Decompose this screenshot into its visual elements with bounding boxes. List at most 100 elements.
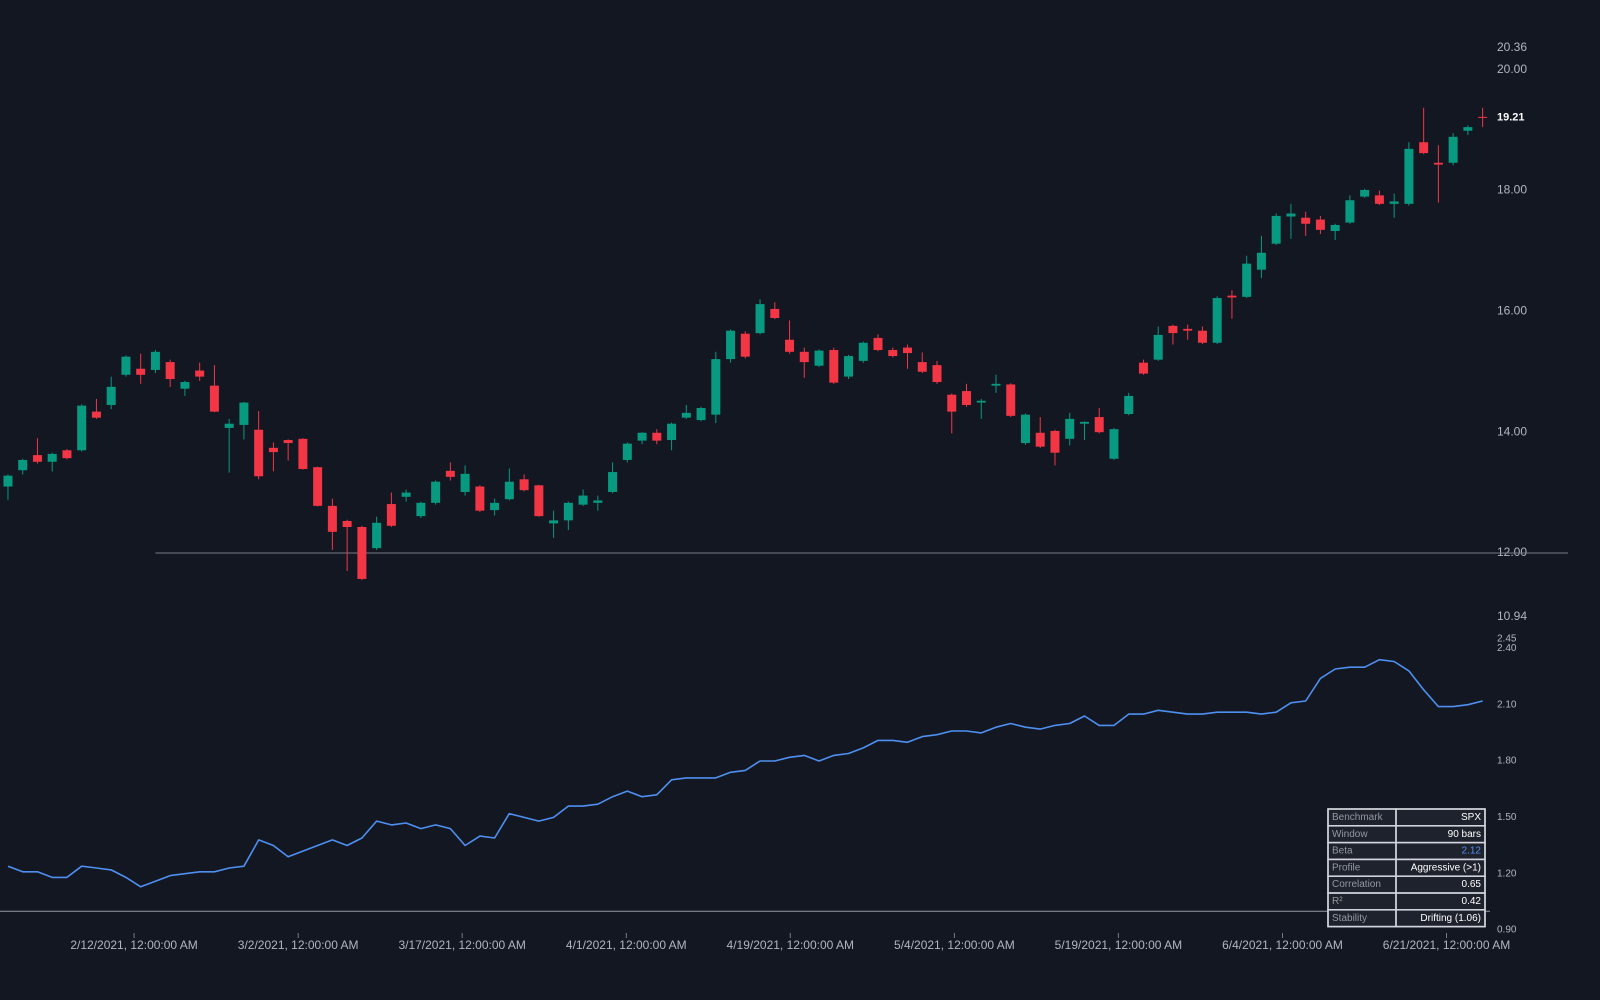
candle-body bbox=[770, 308, 780, 319]
candle-body bbox=[209, 385, 219, 412]
candle-body bbox=[136, 368, 146, 375]
table-value: 2.12 bbox=[1462, 846, 1482, 857]
candle-body bbox=[283, 440, 293, 444]
candle-body bbox=[1463, 127, 1473, 131]
x-tick-label: 3/17/2021, 12:00:00 AM bbox=[398, 938, 525, 952]
candle-body bbox=[578, 495, 588, 505]
table-value: Aggressive (>1) bbox=[1411, 862, 1481, 873]
y-tick-label: 1.20 bbox=[1497, 868, 1517, 879]
candle-body bbox=[829, 350, 839, 383]
table-label: R² bbox=[1332, 896, 1343, 907]
candle-body bbox=[445, 470, 455, 477]
candle-body bbox=[1345, 200, 1355, 223]
candle-body bbox=[372, 522, 382, 549]
candle-body bbox=[504, 481, 514, 500]
candle-body bbox=[637, 432, 647, 441]
candle-body bbox=[1301, 217, 1311, 224]
candle-body bbox=[1404, 148, 1414, 204]
candle-body bbox=[342, 520, 352, 527]
candle-body bbox=[313, 467, 323, 506]
candle-body bbox=[121, 356, 131, 375]
x-tick-label: 5/4/2021, 12:00:00 AM bbox=[894, 938, 1015, 952]
candle-body bbox=[593, 500, 603, 503]
candle-body bbox=[239, 402, 249, 425]
candle-body bbox=[18, 459, 28, 471]
table-value: Drifting (1.06) bbox=[1420, 913, 1481, 924]
candle-body bbox=[858, 342, 868, 361]
candle-body bbox=[298, 438, 308, 470]
candle-body bbox=[1374, 195, 1384, 204]
y-axis-label: 10.94 bbox=[1497, 609, 1527, 623]
candle-body bbox=[1065, 418, 1075, 439]
y-tick-label: 14.00 bbox=[1497, 424, 1527, 438]
candle-body bbox=[1183, 328, 1193, 331]
y-tick-label: 1.50 bbox=[1497, 812, 1517, 823]
candle-body bbox=[254, 429, 264, 477]
candle-body bbox=[1448, 136, 1458, 163]
candle-body bbox=[91, 411, 101, 418]
x-tick-label: 3/2/2021, 12:00:00 AM bbox=[238, 938, 359, 952]
candle-body bbox=[1271, 215, 1281, 244]
candle-body bbox=[947, 394, 957, 412]
candle-body bbox=[1256, 252, 1266, 270]
candle-body bbox=[386, 504, 396, 526]
candle-body bbox=[799, 351, 809, 363]
table-label: Window bbox=[1332, 829, 1368, 840]
candle-body bbox=[1168, 325, 1178, 334]
candle-body bbox=[740, 333, 750, 357]
candle-body bbox=[47, 453, 57, 462]
y-tick-label: 1.80 bbox=[1497, 756, 1517, 767]
candle-body bbox=[1109, 429, 1119, 459]
candle-body bbox=[416, 502, 426, 517]
candle-body bbox=[77, 405, 87, 451]
candle-body bbox=[667, 423, 677, 441]
candle-body bbox=[1212, 298, 1222, 343]
y-tick-label: 20.00 bbox=[1497, 62, 1527, 76]
candle-body bbox=[873, 337, 883, 351]
table-value: 0.42 bbox=[1462, 896, 1482, 907]
candle-body bbox=[652, 432, 662, 441]
candle-body bbox=[1020, 414, 1030, 444]
candle-body bbox=[1050, 430, 1060, 453]
y-axis-label: 20.36 bbox=[1497, 40, 1527, 54]
candle-body bbox=[475, 486, 485, 511]
candle-body bbox=[401, 492, 411, 497]
candle-body bbox=[1433, 162, 1443, 165]
candle-body bbox=[224, 423, 234, 428]
x-tick-label: 4/19/2021, 12:00:00 AM bbox=[727, 938, 854, 952]
table-value: 90 bars bbox=[1448, 829, 1481, 840]
last-price-label: 19.21 bbox=[1497, 111, 1525, 123]
candle-body bbox=[785, 339, 795, 352]
candle-body bbox=[534, 485, 544, 517]
candle-body bbox=[165, 362, 175, 380]
candle-body bbox=[563, 502, 573, 521]
candle-body bbox=[1094, 417, 1104, 433]
candle-body bbox=[608, 472, 618, 492]
y-axis-label: 2.45 bbox=[1497, 634, 1517, 645]
candle-body bbox=[431, 481, 441, 503]
table-cell bbox=[1395, 909, 1486, 928]
candle-body bbox=[106, 386, 116, 405]
candle-body bbox=[460, 473, 470, 492]
y-tick-label: 18.00 bbox=[1497, 183, 1527, 197]
table-label: Beta bbox=[1332, 846, 1353, 857]
candle-body bbox=[180, 382, 190, 389]
candle-body bbox=[1286, 213, 1296, 217]
candle-body bbox=[755, 304, 765, 334]
candle-body bbox=[150, 351, 160, 370]
candle-body bbox=[3, 475, 13, 487]
candle-body bbox=[961, 391, 971, 405]
candle-body bbox=[490, 502, 500, 511]
table-label: Correlation bbox=[1332, 879, 1381, 890]
x-tick-label: 2/12/2021, 12:00:00 AM bbox=[70, 938, 197, 952]
candle-body bbox=[1330, 224, 1340, 232]
x-tick-label: 6/21/2021, 12:00:00 AM bbox=[1383, 938, 1510, 952]
candle-body bbox=[1138, 362, 1148, 374]
candle-body bbox=[1035, 432, 1045, 447]
candle-body bbox=[1389, 201, 1399, 204]
candle-body bbox=[1153, 334, 1163, 360]
candle-body bbox=[1419, 142, 1429, 154]
table-label: Stability bbox=[1332, 913, 1367, 924]
